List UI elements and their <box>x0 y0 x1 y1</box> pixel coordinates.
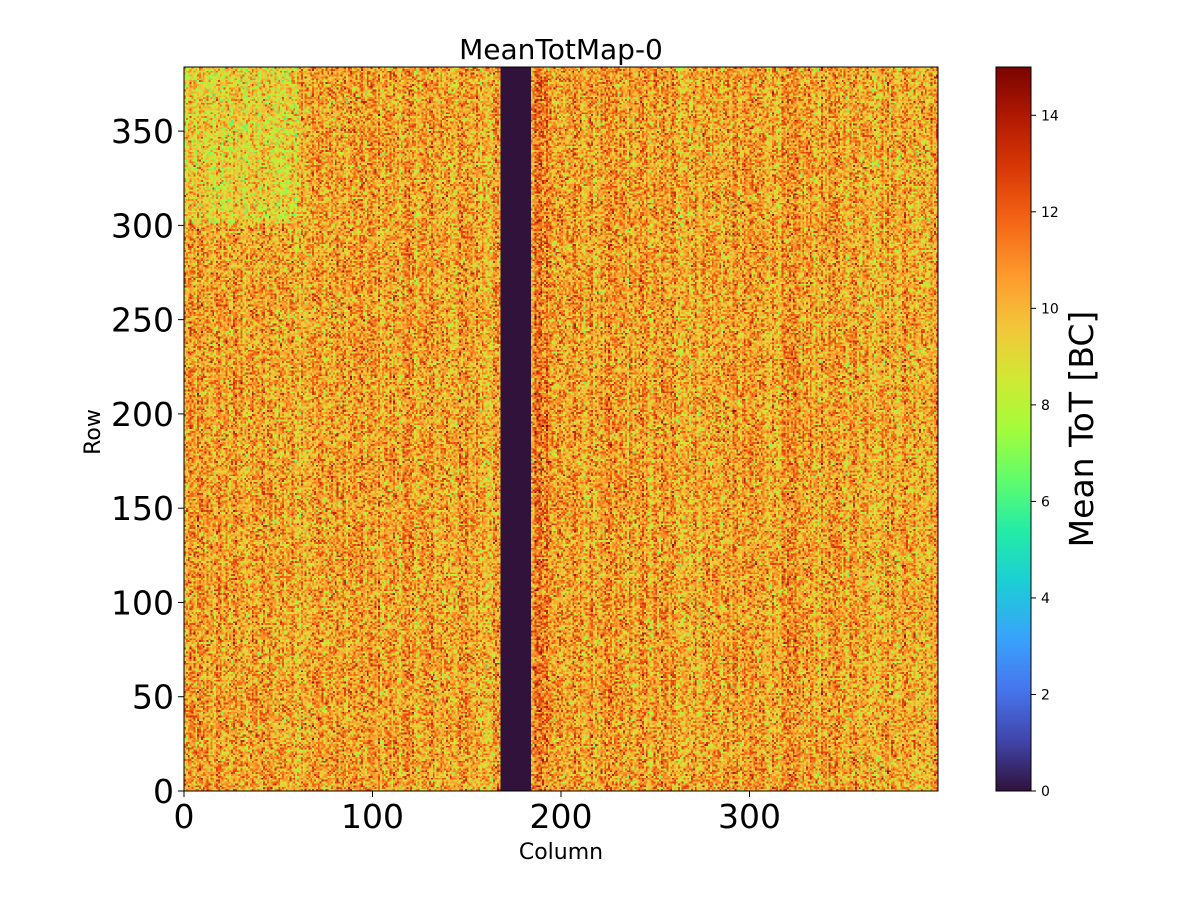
chart-title: MeanTotMap-0 <box>459 33 663 66</box>
colorbar-label: Mean ToT [BC] <box>1062 311 1101 548</box>
colorbar-tick-label: 8 <box>1041 398 1050 414</box>
heatmap-cells <box>184 67 938 791</box>
colorbar-axis: 0 2 4 6 8 10 12 14 <box>1031 108 1059 800</box>
heatmap-image <box>184 67 938 791</box>
y-tick-label: 300 <box>111 206 174 245</box>
x-axis-label: Column <box>519 840 603 865</box>
colorbar-tick-label: 6 <box>1041 494 1050 510</box>
colorbar-tick-label: 4 <box>1041 591 1050 607</box>
y-tick-label: 50 <box>132 678 174 717</box>
x-tick-label: 0 <box>174 797 195 836</box>
y-tick-label: 200 <box>111 395 174 434</box>
y-axis: 0 50 100 150 200 250 300 350 <box>111 112 184 811</box>
colorbar-tick-label: 12 <box>1041 205 1059 221</box>
x-tick-label: 300 <box>718 797 781 836</box>
y-axis-label: Row <box>81 409 106 455</box>
y-tick-label: 100 <box>111 583 174 622</box>
colorbar-tick-label: 10 <box>1041 301 1059 317</box>
y-tick-label: 350 <box>111 112 174 151</box>
colorbar <box>995 66 1032 792</box>
colorbar-tick-label: 2 <box>1041 687 1050 703</box>
colorbar-tick-label: 14 <box>1041 108 1059 124</box>
colorbar-tick-label: 0 <box>1041 784 1050 800</box>
x-axis: 0 100 200 300 <box>174 791 781 836</box>
x-tick-label: 100 <box>341 797 404 836</box>
x-tick-label: 200 <box>530 797 593 836</box>
y-tick-label: 150 <box>111 489 174 528</box>
y-tick-label: 0 <box>153 772 174 811</box>
y-tick-label: 250 <box>111 301 174 340</box>
